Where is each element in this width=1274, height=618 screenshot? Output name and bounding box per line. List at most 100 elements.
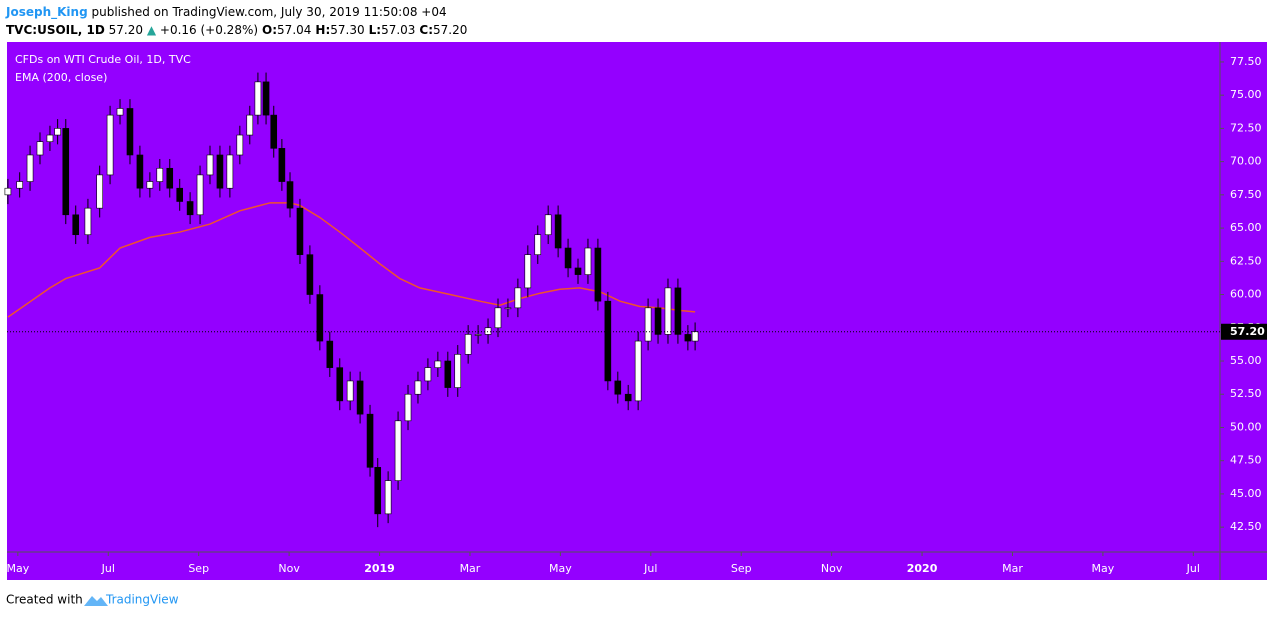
candle-body [484, 327, 492, 335]
footer-brand[interactable]: TradingView [105, 593, 179, 607]
candle-body [444, 360, 452, 388]
candle-body [404, 393, 412, 422]
candle-body [262, 81, 270, 116]
ohlc-value: 57.20 [433, 23, 467, 37]
arrow: ▲ [147, 23, 157, 37]
y-tick-label: 75.00 [1230, 88, 1262, 101]
candle-body [176, 187, 184, 202]
candle-body [574, 267, 582, 275]
x-tick-label: 2020 [907, 562, 938, 575]
candle-body [286, 181, 294, 209]
candle-body [356, 380, 364, 415]
candle-body [4, 187, 12, 196]
candle-body [514, 287, 522, 309]
y-tick-label: 45.00 [1230, 487, 1262, 500]
candle-body [384, 480, 392, 515]
ohlc-value: 57.30 [330, 23, 364, 37]
candle-body [634, 340, 642, 402]
candle-body [504, 307, 512, 310]
candle-body [84, 207, 92, 236]
x-tick-label: Sep [731, 562, 752, 575]
candle-body [604, 300, 612, 382]
chart-title: CFDs on WTI Crude Oil, 1D, TVC [15, 53, 191, 66]
candle-body [36, 141, 44, 156]
candle-body [644, 307, 652, 342]
y-tick-label: 52.50 [1230, 387, 1262, 400]
candle-body [454, 354, 462, 388]
ohlc-label: H: [315, 23, 330, 37]
ohlc-label: C: [419, 23, 433, 37]
candle-body [26, 154, 34, 182]
candle-body [270, 114, 278, 149]
author[interactable]: Joseph_King [5, 5, 88, 20]
last: 57.20 [109, 23, 143, 37]
candle-body [654, 307, 662, 335]
candle-body [206, 154, 214, 176]
candle-body [62, 128, 70, 216]
ohlc: O:57.04 H:57.30 L:57.03 C:57.20 [262, 23, 467, 37]
published: published on TradingView.com, July 30, 2… [92, 5, 447, 19]
symbol-line: TVC:USOIL, 1D 57.20 ▲ +0.16 (+0.28%) O:57… [6, 23, 467, 37]
candle-body [564, 247, 572, 269]
candle-body [424, 367, 432, 382]
candle-body [366, 413, 374, 468]
candle-body [474, 334, 482, 336]
candle-body [346, 380, 354, 402]
x-tick-label: 2019 [364, 562, 395, 575]
x-tick-label: Sep [188, 562, 209, 575]
candle-body [494, 307, 502, 329]
candle-body [196, 174, 204, 216]
x-tick-label: Nov [821, 562, 843, 575]
candle-body [684, 334, 692, 342]
logo [84, 596, 108, 606]
footer-created: Created with [6, 593, 83, 607]
candle-body [326, 340, 334, 368]
y-tick-label: 55.00 [1230, 354, 1262, 367]
candle-body [664, 287, 672, 335]
candle-body [116, 108, 124, 116]
ohlc-label: L: [369, 23, 381, 37]
candle-body [594, 247, 602, 302]
y-tick-label: 67.50 [1230, 188, 1262, 201]
candle-body [96, 174, 103, 209]
y-tick-label: 70.00 [1230, 155, 1262, 168]
x-tick-label: May [549, 562, 572, 575]
candle-body [534, 234, 542, 255]
candle-body [166, 167, 174, 189]
plot-background [7, 42, 1267, 580]
candle-body [254, 81, 262, 116]
candle-body [584, 247, 592, 275]
candle-body [691, 331, 699, 342]
candle-body [186, 201, 194, 216]
candle-body [16, 181, 23, 189]
y-tick-label: 42.50 [1230, 520, 1262, 533]
y-tick-label: 77.50 [1230, 55, 1262, 68]
candle-body [136, 154, 144, 189]
candle-body [524, 254, 532, 289]
x-tick-label: May [1092, 562, 1115, 575]
last-price-box [1221, 323, 1267, 340]
candle-body [554, 214, 562, 249]
legend-entry: EMA (200, close) [15, 71, 107, 84]
candle-body [464, 334, 472, 355]
header-line: Joseph_King published on TradingView.com… [5, 5, 447, 20]
candle-body [46, 134, 54, 142]
x-tick-label: Nov [278, 562, 300, 575]
candle-body [226, 154, 234, 189]
y-tick-label: 60.00 [1230, 288, 1262, 301]
change: +0.16 (+0.28%) [160, 23, 258, 37]
x-tick-label: Jul [643, 562, 657, 575]
candle-body [146, 181, 154, 189]
candle-body [316, 294, 324, 342]
y-tick-label: 50.00 [1230, 420, 1262, 433]
candle-body [434, 360, 442, 368]
candle-body [72, 214, 80, 236]
candle-body [674, 287, 682, 335]
candle-body [236, 134, 244, 156]
candle-body [156, 167, 164, 182]
candle-body [216, 154, 224, 189]
marks [4, 72, 699, 528]
y-tick-label: 72.50 [1230, 121, 1262, 134]
last-price-label: 57.20 [1230, 325, 1265, 338]
x-tick-label: May [6, 562, 29, 575]
